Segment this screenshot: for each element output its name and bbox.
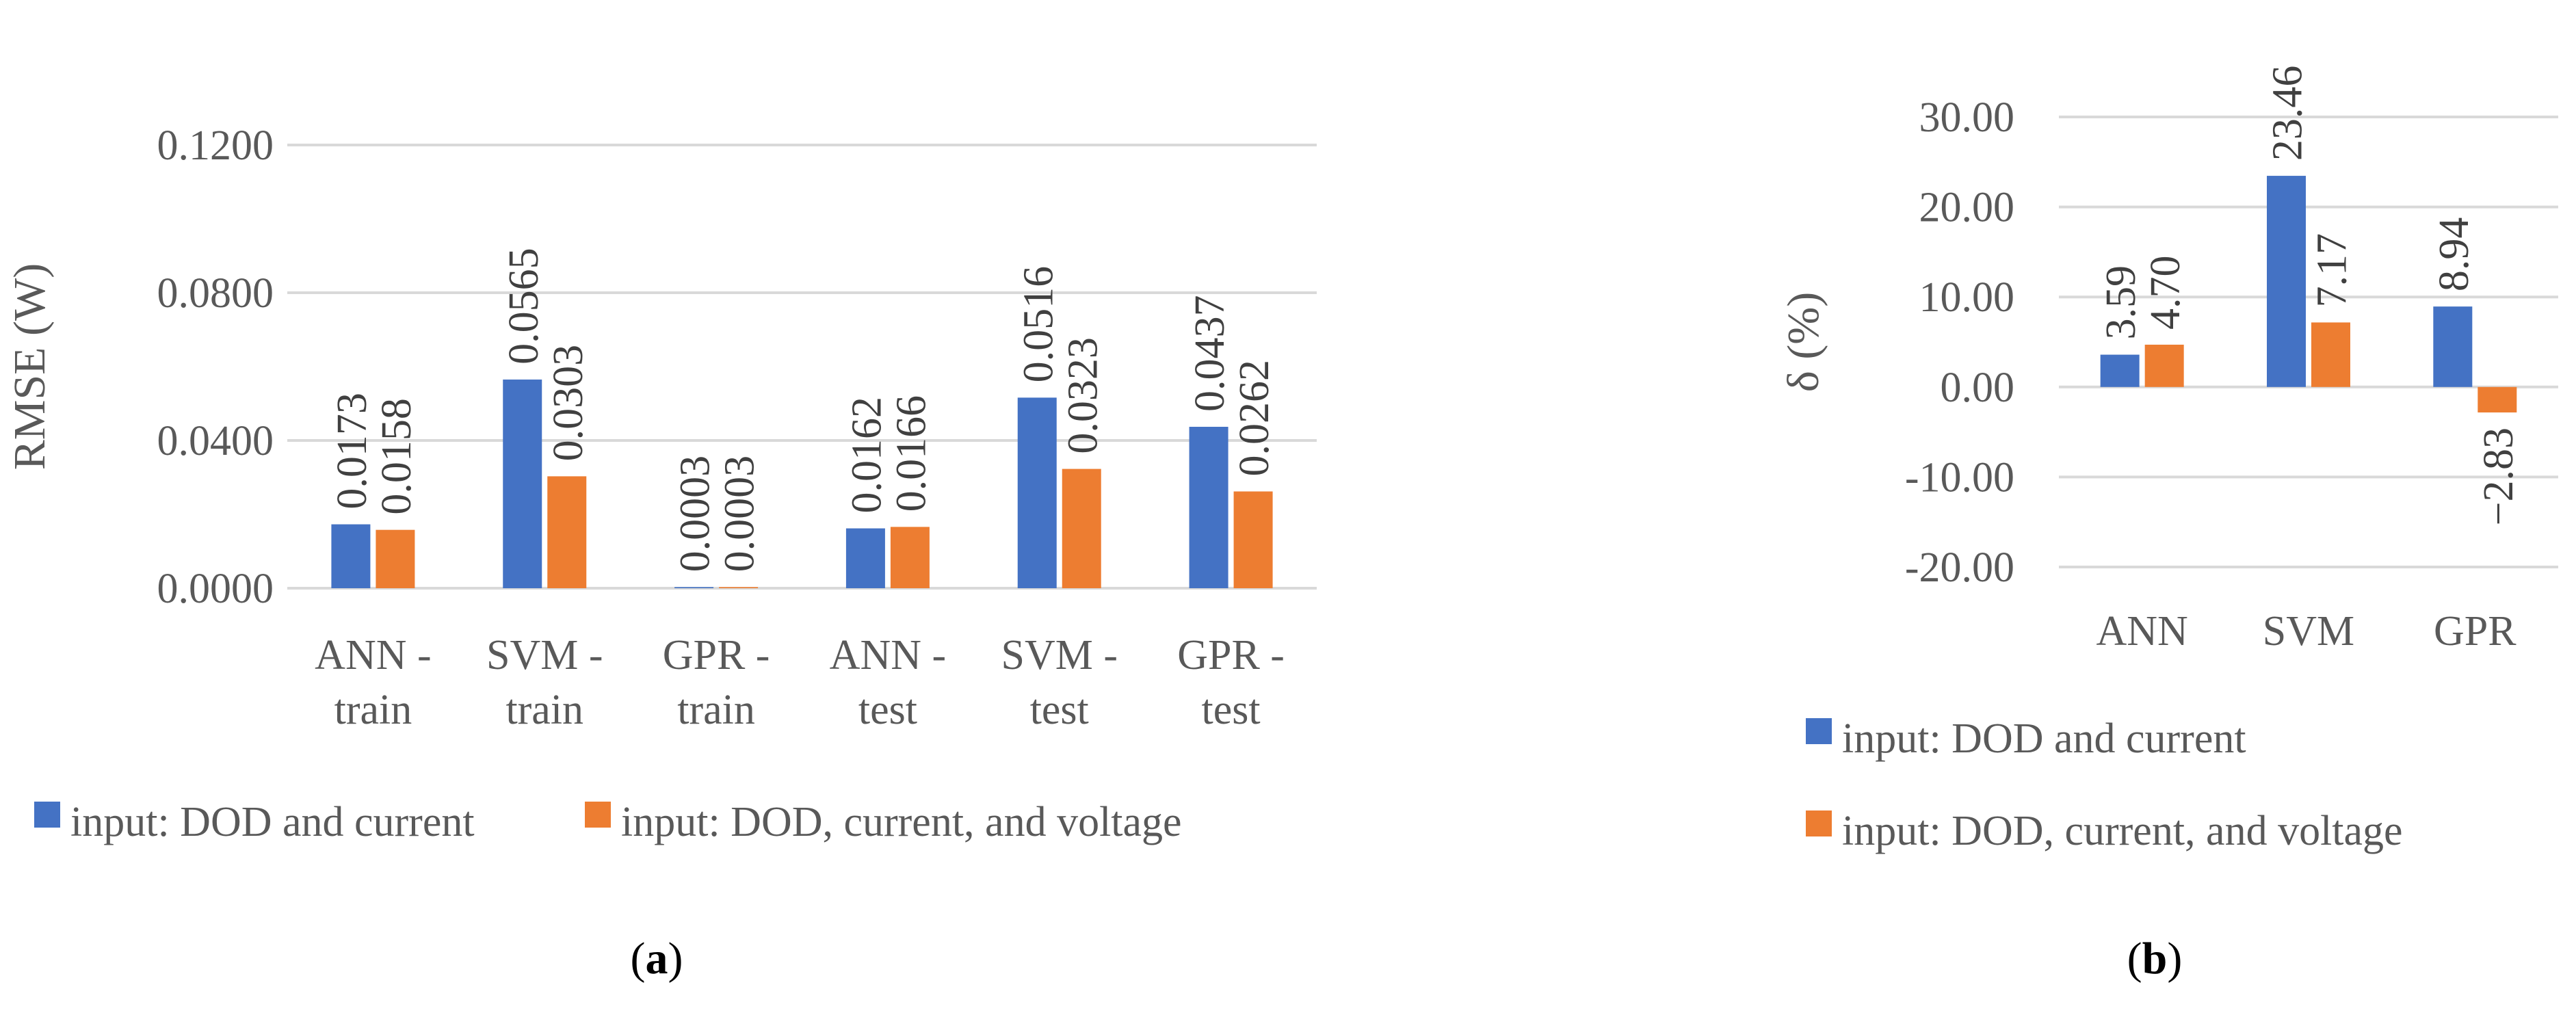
y-tick-label: -20.00 bbox=[1905, 544, 2014, 591]
y-tick-label: 0.0400 bbox=[157, 418, 274, 464]
x-tick-label: GPR - bbox=[1177, 632, 1285, 678]
x-tick-label: test bbox=[1030, 687, 1089, 733]
data-label: 23.46 bbox=[2265, 66, 2311, 161]
data-label: 0.0173 bbox=[329, 393, 376, 510]
x-tick-label: ANN - bbox=[315, 632, 431, 678]
x-tick-label: ANN - bbox=[830, 632, 946, 678]
bar-b-s2 bbox=[2144, 344, 2184, 387]
bar-a-s1 bbox=[845, 528, 885, 588]
x-tick-label: SVM - bbox=[486, 632, 603, 678]
panel-caption: (b) bbox=[2127, 934, 2183, 984]
chart-panel-b: -20.00 -10.00 0.00 10.00 20.00 30.00 δ (%) 3.59… bbox=[1778, 66, 2558, 984]
legend-label: input: DOD and current bbox=[1842, 715, 2246, 762]
x-tick-label: GPR - bbox=[663, 632, 770, 678]
bar-a-s2 bbox=[890, 527, 930, 588]
data-label: 0.0162 bbox=[843, 397, 890, 514]
data-label: 3.59 bbox=[2098, 265, 2144, 340]
x-tick-label: train bbox=[677, 687, 755, 733]
bar-a-s2 bbox=[376, 529, 415, 588]
x-tick-label: train bbox=[334, 687, 412, 733]
bar-b-s1 bbox=[2433, 306, 2473, 387]
y-tick-label: 0.0000 bbox=[157, 566, 274, 612]
legend-label: input: DOD, current, and voltage bbox=[1842, 808, 2403, 854]
data-label: 0.0437 bbox=[1187, 295, 1233, 412]
x-tick-label: GPR bbox=[2434, 608, 2516, 655]
x-tick-label: test bbox=[1202, 687, 1261, 733]
y-axis-title: δ (%) bbox=[1778, 292, 1828, 393]
bar-a-s2 bbox=[1233, 491, 1273, 588]
legend-swatch-s1 bbox=[1806, 718, 1832, 744]
data-label: 0.0262 bbox=[1231, 360, 1278, 477]
y-tick-label: 20.00 bbox=[1919, 185, 2015, 231]
y-tick-label: 0.00 bbox=[1941, 365, 2015, 411]
panel-caption: (a) bbox=[631, 934, 683, 984]
data-label: 0.0166 bbox=[888, 395, 934, 512]
data-label: 0.0158 bbox=[373, 398, 420, 515]
bar-a-s1 bbox=[331, 524, 371, 588]
data-label: 0.0003 bbox=[717, 456, 763, 572]
data-label: 4.70 bbox=[2142, 255, 2189, 330]
caption-close: ) bbox=[668, 934, 683, 984]
bar-b-s1 bbox=[2100, 354, 2140, 387]
y-tick-label: 0.0800 bbox=[157, 270, 274, 317]
bar-a-s2 bbox=[547, 476, 587, 588]
legend-label: input: DOD, current, and voltage bbox=[621, 799, 1182, 845]
bar-a-s1 bbox=[1017, 397, 1057, 588]
data-label: 0.0516 bbox=[1015, 266, 1062, 383]
bar-a-s2 bbox=[719, 587, 759, 588]
data-label: 0.0003 bbox=[672, 456, 719, 572]
data-label: −2.83 bbox=[2475, 427, 2522, 525]
bar-b-s2 bbox=[2478, 386, 2517, 413]
bar-a-s1 bbox=[1189, 427, 1228, 588]
x-tick-label: train bbox=[505, 687, 583, 733]
y-tick-label: 30.00 bbox=[1919, 94, 2015, 141]
bar-a-s2 bbox=[1062, 469, 1101, 588]
data-label: 0.0303 bbox=[545, 345, 592, 462]
bar-b-s1 bbox=[2267, 176, 2306, 387]
x-tick-label: SVM - bbox=[1001, 632, 1118, 678]
legend-label: input: DOD and current bbox=[70, 799, 475, 845]
bar-b-s2 bbox=[2311, 322, 2350, 387]
caption-close: ) bbox=[2167, 934, 2182, 984]
legend-swatch-s2 bbox=[585, 802, 611, 828]
data-label: 0.0323 bbox=[1060, 337, 1106, 454]
caption-letter: a bbox=[646, 934, 668, 984]
caption-open: ( bbox=[631, 934, 646, 984]
caption-open: ( bbox=[2127, 934, 2142, 984]
data-label: 8.94 bbox=[2431, 218, 2478, 292]
y-tick-label: 0.1200 bbox=[157, 122, 274, 169]
x-tick-label: SVM bbox=[2263, 608, 2354, 655]
legend-swatch-s2 bbox=[1806, 810, 1832, 836]
caption-letter: b bbox=[2142, 934, 2168, 984]
bar-a-s1 bbox=[503, 379, 542, 588]
y-axis-title: RMSE (W) bbox=[5, 263, 55, 470]
y-tick-label: 10.00 bbox=[1919, 274, 2015, 321]
x-tick-label: test bbox=[858, 687, 917, 733]
data-label: 7.17 bbox=[2309, 233, 2356, 308]
legend-swatch-s1 bbox=[34, 802, 60, 828]
x-tick-label: ANN bbox=[2097, 608, 2188, 655]
data-label: 0.0565 bbox=[501, 248, 547, 365]
bar-a-s1 bbox=[674, 587, 714, 588]
y-tick-label: -10.00 bbox=[1905, 454, 2014, 501]
